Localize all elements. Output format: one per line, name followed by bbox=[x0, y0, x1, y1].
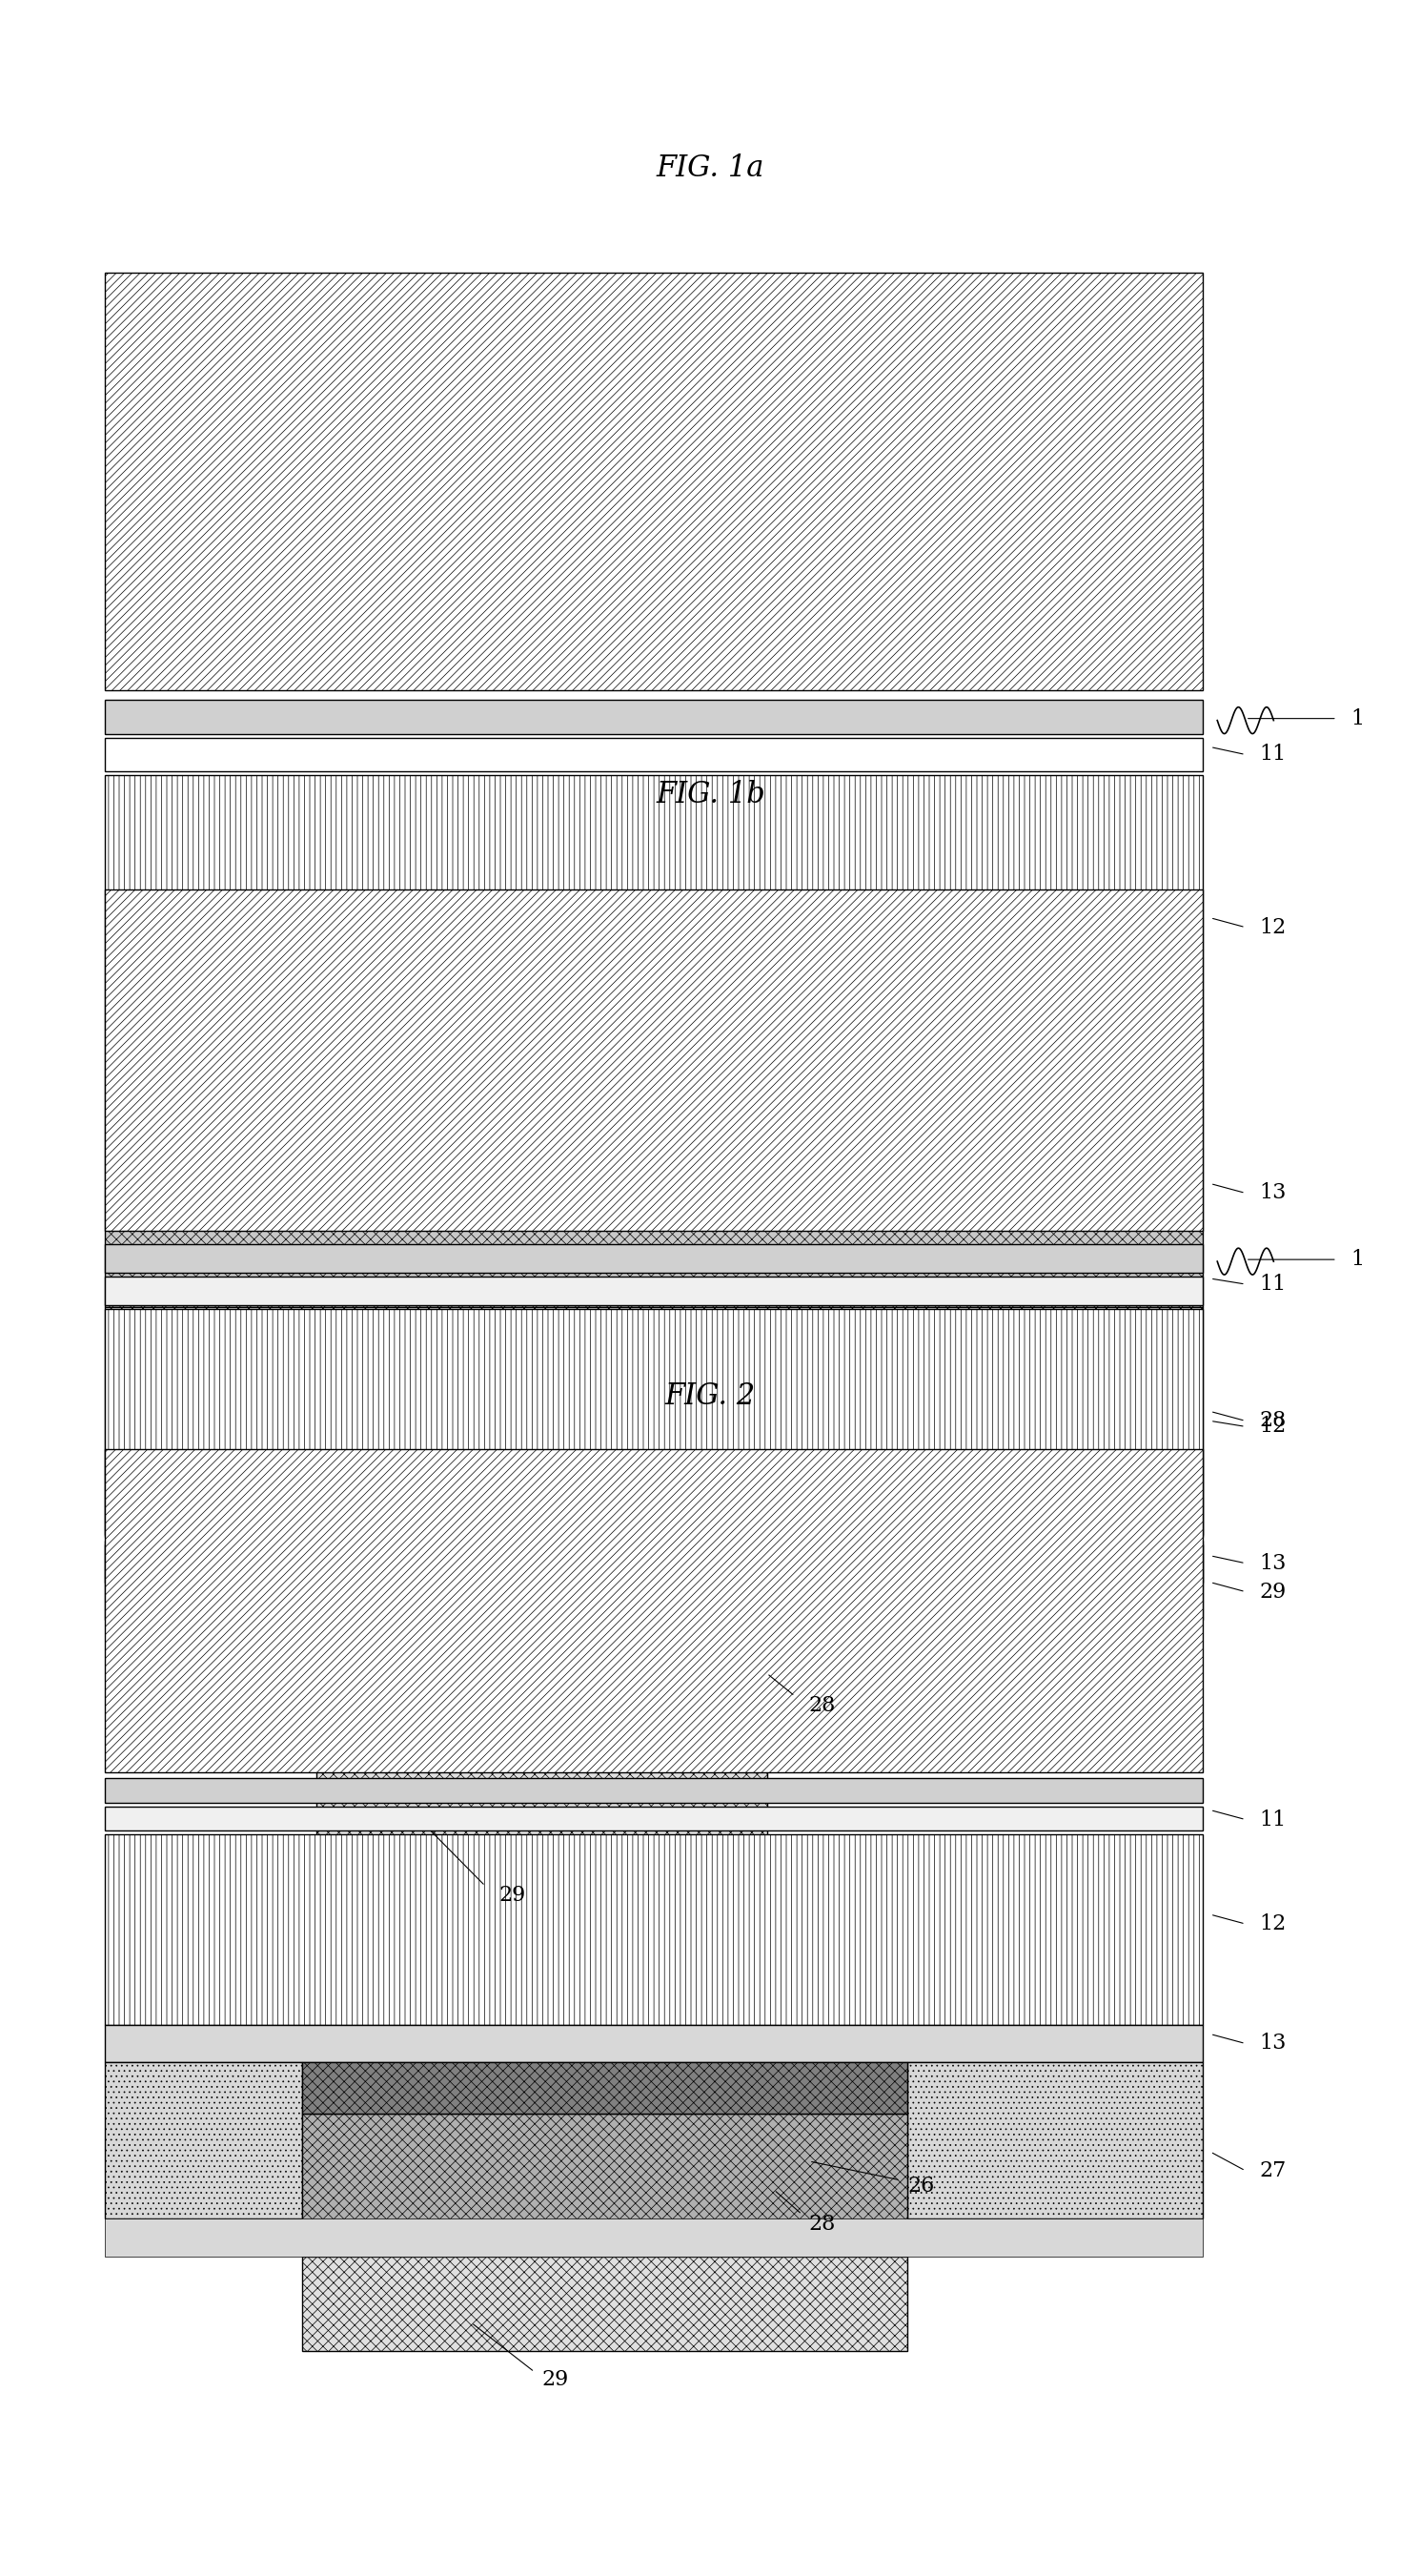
Bar bbox=[105, 1834, 1204, 2025]
Bar bbox=[105, 889, 1204, 1231]
Text: 29: 29 bbox=[541, 2370, 568, 2391]
Bar bbox=[105, 2063, 303, 2218]
Bar bbox=[105, 1306, 1204, 1535]
Text: 1: 1 bbox=[1351, 708, 1364, 729]
Text: 11: 11 bbox=[1259, 1808, 1286, 1829]
Text: 12: 12 bbox=[1259, 917, 1286, 938]
Text: 27: 27 bbox=[1259, 2161, 1286, 2182]
Bar bbox=[303, 2115, 908, 2257]
Text: 12: 12 bbox=[1259, 1417, 1286, 1437]
Text: FIG. 2: FIG. 2 bbox=[665, 1381, 756, 1412]
Bar bbox=[105, 1806, 1204, 1832]
Text: 28: 28 bbox=[809, 2213, 836, 2233]
Text: 26: 26 bbox=[908, 2174, 935, 2197]
Text: 29: 29 bbox=[1259, 1582, 1286, 1602]
Text: 28: 28 bbox=[809, 1695, 836, 1716]
Bar bbox=[303, 2063, 908, 2115]
Bar bbox=[908, 2063, 1204, 2218]
Text: 28: 28 bbox=[1259, 1412, 1286, 1432]
Bar bbox=[105, 2025, 1204, 2063]
Bar bbox=[105, 1540, 1204, 1582]
Bar bbox=[105, 2218, 1204, 2257]
Bar bbox=[105, 1543, 1204, 1620]
Bar bbox=[105, 1450, 1204, 1772]
Text: 1: 1 bbox=[1351, 1249, 1364, 1270]
Bar bbox=[105, 273, 1204, 690]
Text: 11: 11 bbox=[1259, 1273, 1286, 1296]
Bar bbox=[105, 1244, 1204, 1273]
Bar bbox=[105, 775, 1204, 1079]
Text: 11: 11 bbox=[1259, 744, 1286, 765]
Text: FIG. 1b: FIG. 1b bbox=[657, 781, 764, 809]
Bar bbox=[303, 2257, 908, 2352]
Bar bbox=[317, 1587, 767, 1757]
Bar bbox=[105, 1309, 1204, 1538]
Bar bbox=[105, 737, 1204, 773]
Bar bbox=[317, 1759, 767, 1855]
Bar bbox=[105, 1777, 1204, 1803]
Bar bbox=[105, 1079, 1204, 1306]
Text: 13: 13 bbox=[1259, 1182, 1286, 1203]
Text: FIG. 1a: FIG. 1a bbox=[657, 152, 764, 183]
Text: 29: 29 bbox=[499, 1886, 526, 1906]
Bar bbox=[105, 701, 1204, 734]
Text: 12: 12 bbox=[1259, 1914, 1286, 1935]
Text: 13: 13 bbox=[1259, 2032, 1286, 2053]
Text: 13: 13 bbox=[1259, 1553, 1286, 1574]
Bar bbox=[105, 1278, 1204, 1306]
